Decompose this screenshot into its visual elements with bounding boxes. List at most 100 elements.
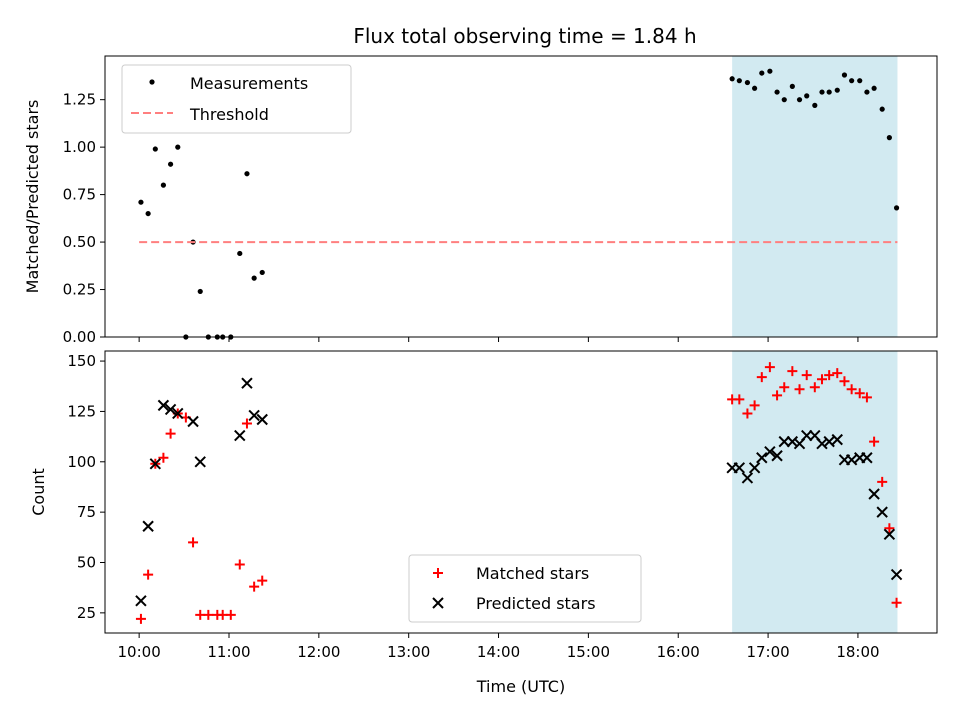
measurement-point — [729, 76, 735, 82]
y-tick-label: 1.00 — [63, 138, 96, 156]
y-axis-title: Matched/Predicted stars — [23, 100, 42, 294]
measurement-point — [857, 78, 863, 84]
measurement-point — [152, 146, 158, 152]
x-tick-label: 12:00 — [297, 643, 340, 661]
y-tick-label: 100 — [67, 453, 96, 471]
predicted-star-marker — [764, 446, 776, 458]
x-tick-label: 18:00 — [836, 643, 879, 661]
predicted-star-marker — [248, 409, 260, 422]
predicted-star-marker — [861, 452, 873, 464]
legend: Matched stars Predicted stars — [408, 554, 642, 623]
legend-label: Measurements — [190, 74, 308, 93]
predicted-star-marker — [149, 458, 162, 470]
predicted-star-marker — [801, 429, 813, 442]
y-tick-label: 50 — [77, 554, 96, 572]
measurement-point — [796, 97, 803, 103]
matched-star-marker — [832, 368, 843, 379]
matched-star-marker — [816, 374, 827, 385]
x-tick-label: 16:00 — [657, 643, 700, 661]
y-tick-label: 0.25 — [63, 281, 96, 299]
measurement-point — [244, 171, 250, 177]
predicted-star-marker — [733, 462, 746, 474]
measurement-point — [167, 161, 174, 167]
y-tick-label: 25 — [77, 604, 96, 622]
x-tick-label: 10:00 — [118, 643, 161, 661]
measurement-point — [138, 199, 144, 205]
predicted-star-marker — [778, 435, 790, 448]
matched-star-marker — [869, 436, 880, 447]
ratio-panel: 0.00 0.25 0.50 0.75 1.00 1.25 Matched/Predicte… — [23, 55, 938, 346]
measurement-point — [826, 89, 832, 95]
matched-star-marker — [854, 388, 865, 399]
predicted-star-marker — [756, 452, 768, 464]
predicted-star-marker — [135, 595, 147, 607]
matched-star-marker — [742, 408, 753, 419]
measurement-point — [744, 79, 751, 86]
y-tick-label: 1.25 — [63, 91, 96, 109]
matched-star-marker — [749, 400, 760, 411]
x-axis-title: Time (UTC) — [476, 677, 565, 696]
predicted-star-marker — [748, 462, 761, 474]
predicted-star-marker — [823, 435, 835, 448]
measurement-point — [759, 70, 765, 76]
matched-star-marker — [158, 452, 169, 463]
matched-star-marker — [787, 366, 798, 377]
legend-label: Matched stars — [476, 564, 589, 583]
matched-star-marker — [234, 559, 245, 570]
measurement-point — [841, 72, 848, 78]
observing-window-shade — [732, 56, 898, 337]
predicted-star-marker — [187, 415, 199, 428]
matched-star-marker — [839, 376, 850, 387]
predicted-star-marker — [890, 568, 903, 581]
measurement-point — [736, 78, 742, 84]
y-tick-label: 0.50 — [63, 233, 96, 251]
y-tick-label: 0.00 — [63, 328, 96, 346]
matched-star-marker — [794, 384, 805, 395]
predicted-star-marker — [741, 472, 754, 484]
matched-star-marker — [779, 382, 790, 393]
measurement-point — [175, 144, 181, 150]
y-axis-title: Count — [29, 468, 48, 516]
predicted-star-marker — [831, 433, 843, 446]
plot-frame — [104, 55, 938, 338]
matched-star-marker — [188, 537, 199, 548]
predicted-star-marker — [194, 456, 206, 468]
predicted-star-marker — [142, 520, 154, 532]
measurement-point — [834, 87, 840, 93]
matched-star-marker — [891, 597, 902, 608]
predicted-star-marker — [771, 450, 783, 462]
y-tick-label: 150 — [67, 352, 96, 370]
predicted-star-marker — [241, 377, 253, 389]
legend-measurement-marker — [149, 79, 155, 85]
plot-frame — [104, 350, 938, 634]
measurement-point — [774, 89, 780, 95]
measurement-point — [789, 83, 795, 89]
predicted-star-marker — [164, 403, 177, 416]
measurement-point — [251, 275, 257, 281]
measurement-point — [237, 250, 243, 257]
predicted-star-marker — [868, 488, 880, 500]
matched-star-marker — [846, 384, 857, 395]
predicted-star-marker — [172, 407, 184, 420]
count-panel: 25 50 75 100 125 150 10:00 11:00 12:00 13:00 14:00… — [29, 350, 938, 696]
legend-predicted-marker — [432, 597, 444, 609]
measurement-point — [197, 288, 203, 295]
matched-star-marker — [241, 418, 252, 429]
matched-star-marker — [877, 476, 888, 487]
predicted-star-marker — [816, 437, 828, 450]
measurement-point — [804, 93, 810, 99]
x-tick-label: 14:00 — [477, 643, 520, 661]
matched-star-marker — [257, 575, 268, 586]
measurement-point — [864, 89, 870, 95]
legend: Measurements Threshold — [121, 64, 352, 134]
matched-star-marker — [824, 370, 835, 381]
measurement-point — [145, 210, 151, 217]
legend-box — [408, 554, 642, 623]
matched-star-marker — [225, 609, 236, 620]
matched-star-marker — [165, 428, 176, 439]
matched-star-marker — [734, 394, 745, 405]
matched-star-marker — [249, 581, 260, 592]
x-tick-label: 13:00 — [387, 643, 430, 661]
legend-matched-marker — [433, 568, 443, 578]
predicted-star-marker — [157, 399, 170, 412]
